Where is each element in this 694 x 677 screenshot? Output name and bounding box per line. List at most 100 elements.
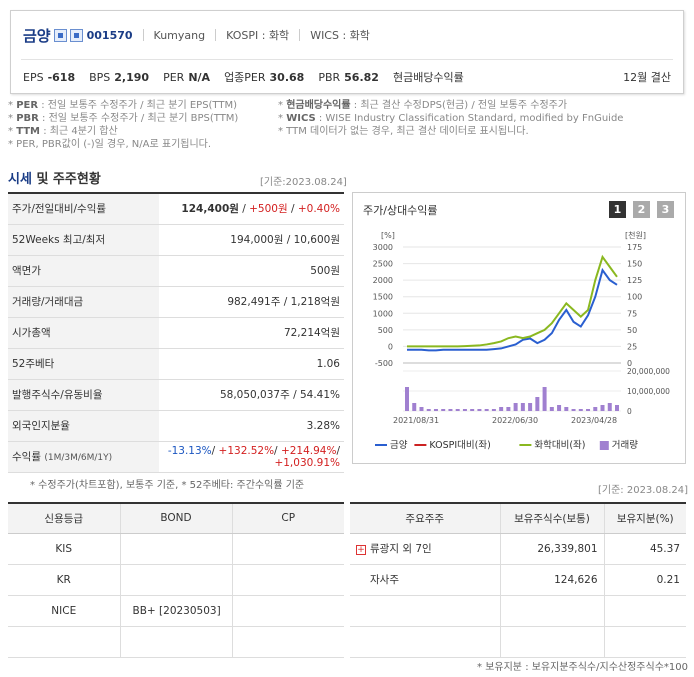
volume-bar	[564, 407, 569, 411]
row-label: 시가총액	[8, 317, 159, 349]
company-name: 금양	[23, 26, 51, 45]
row-value: 982,491주 / 1,218억원	[159, 286, 344, 318]
dividend-yield-stat: 현금배당수익률	[392, 71, 464, 84]
divider	[21, 59, 673, 60]
divider	[142, 29, 144, 41]
price-value: 124,400원 / +500원 / +0.40%	[159, 193, 344, 225]
volume-bar	[499, 407, 504, 411]
company-header: 금양 001570 Kumyang KOSPI : 화학 WICS : 화학 E…	[10, 10, 684, 94]
right-tick-label: 175	[627, 243, 642, 252]
shares-cell: 26,339,801	[500, 533, 605, 565]
x-tick-label: 2021/08/31	[393, 416, 439, 425]
left-tick-label: -500	[375, 359, 393, 368]
volume-bar	[549, 407, 554, 411]
returns-value: -13.13%/ +132.52%/ +214.94%/+1,030.91%	[159, 441, 344, 473]
settlement-month: 12월 결산	[623, 71, 671, 84]
volume-tick-label: 10,000,000	[627, 387, 670, 396]
row-value: 500원	[159, 255, 344, 287]
note-pbr: * PBR : 전일 보통주 수정주가 / 최근 분기 BPS(TTM)	[8, 113, 239, 124]
col-header: 주요주주	[350, 503, 501, 534]
divider	[299, 29, 301, 41]
bond-cell	[120, 533, 233, 565]
credit-rating-table: 신용등급 BOND CP KIS KR NICE BB+ [20230503]	[8, 502, 344, 658]
left-tick-label: 2000	[373, 276, 393, 285]
right-tick-label: 125	[627, 276, 642, 285]
col-header: 신용등급	[8, 503, 121, 534]
volume-bar	[462, 409, 467, 411]
bps-stat: BPS 2,190	[89, 70, 150, 84]
col-header: 보유주식수(보통)	[500, 503, 605, 534]
volume-bar	[535, 397, 540, 411]
pct-cell	[604, 595, 686, 627]
table-row: 발행주식수/유동비율 58,050,037주 / 54.41%	[8, 379, 344, 411]
cp-cell	[232, 595, 344, 627]
home-icon[interactable]	[53, 28, 67, 42]
note-ttm-missing: * TTM 데이터가 없는 경우, 최근 결산 데이터로 표시됩니다.	[278, 126, 529, 137]
left-tick-label: 2500	[373, 260, 393, 269]
right-tick-label: 100	[627, 293, 642, 302]
right-tick-label: 0	[627, 359, 632, 368]
table-row: 액면가 500원	[8, 255, 344, 287]
volume-bar	[405, 387, 409, 411]
volume-bar	[433, 409, 438, 411]
english-name: Kumyang	[153, 28, 206, 42]
pct-cell: 45.37	[604, 533, 686, 565]
chart-title: 주가/상대수익률	[363, 204, 438, 217]
note-dividend: * 현금배당수익률 : 최근 결산 수정DPS(현금) / 전일 보통주 수정주…	[278, 100, 568, 111]
volume-bar	[441, 409, 446, 411]
table-header-row: 주요주주 보유주식수(보통) 보유지분(%)	[350, 503, 686, 534]
row-value: 1.06	[159, 348, 344, 380]
holder-name-cell	[350, 595, 501, 627]
cp-cell	[232, 626, 344, 658]
volume-bar	[578, 409, 583, 411]
chart-page-2-button[interactable]: 2	[633, 201, 650, 218]
volume-bar	[513, 403, 518, 411]
price-chart: [%] [천원]300025002000150010005000-50017515…	[373, 230, 671, 451]
bond-cell	[120, 564, 233, 596]
row-label: 주가/전일대비/수익률	[8, 193, 159, 225]
row-value: 58,050,037주 / 54.41%	[159, 379, 344, 411]
chart-page-3-button[interactable]: 3	[657, 201, 674, 218]
volume-bar	[600, 405, 605, 411]
volume-bar	[484, 409, 489, 411]
shares-cell	[500, 626, 605, 658]
pct-cell: 0.21	[604, 564, 686, 596]
note-negative: * PER, PBR값이 (-)일 경우, N/A로 표기됩니다.	[8, 139, 212, 150]
report-icon[interactable]	[69, 28, 83, 42]
volume-bar	[470, 409, 475, 411]
shares-cell: 124,626	[500, 564, 605, 596]
pbr-stat: PBR 56.82	[318, 70, 379, 84]
left-tick-label: 0	[388, 342, 393, 351]
volume-bar	[455, 409, 460, 411]
section-title: 시세 및 주주현황	[8, 172, 101, 187]
volume-bar	[593, 407, 598, 411]
row-label: 외국인지분율	[8, 410, 159, 442]
volume-tick-label: 20,000,000	[627, 367, 670, 376]
table-row: 외국인지분율 3.28%	[8, 410, 344, 442]
holders-base-date: [기준: 2023.08.24]	[598, 485, 689, 496]
left-tick-label: 1000	[373, 309, 393, 318]
company-title-row: 금양 001570 Kumyang KOSPI : 화학 WICS : 화학	[23, 25, 370, 45]
table-row: KIS	[8, 533, 344, 565]
table-row: 거래량/거래대금 982,491주 / 1,218억원	[8, 286, 344, 318]
expand-icon[interactable]: +	[356, 545, 366, 555]
chart-page-1-button[interactable]: 1	[609, 201, 626, 218]
table-row: KR	[8, 564, 344, 596]
volume-bar	[607, 403, 612, 411]
notes-left: * PER : 전일 보통주 수정주가 / 최근 분기 EPS(TTM) * P…	[8, 99, 238, 151]
volume-bar	[419, 407, 424, 411]
base-date: [기준:2023.08.24]	[260, 177, 347, 188]
volume-bar	[586, 409, 591, 411]
legend-label: 거래량	[612, 439, 638, 451]
note-ttm: * TTM : 최근 4분기 합산	[8, 126, 118, 137]
volume-bar	[448, 409, 453, 411]
holder-name-cell	[350, 626, 501, 658]
industry-per-stat: 업종PER 30.68	[224, 71, 305, 84]
holder-name-cell[interactable]: + 류광지 외 7인	[350, 533, 501, 565]
volume-bar	[477, 409, 482, 411]
legend-label: KOSPI대비(좌)	[429, 440, 490, 451]
bond-cell: BB+ [20230503]	[120, 595, 233, 627]
price-chart-panel: 주가/상대수익률 1 2 3 [%] [천원] 3000 2500 2000 1500 10…	[352, 192, 686, 464]
col-header: CP	[232, 503, 344, 534]
per-stat: PER N/A	[163, 70, 211, 84]
